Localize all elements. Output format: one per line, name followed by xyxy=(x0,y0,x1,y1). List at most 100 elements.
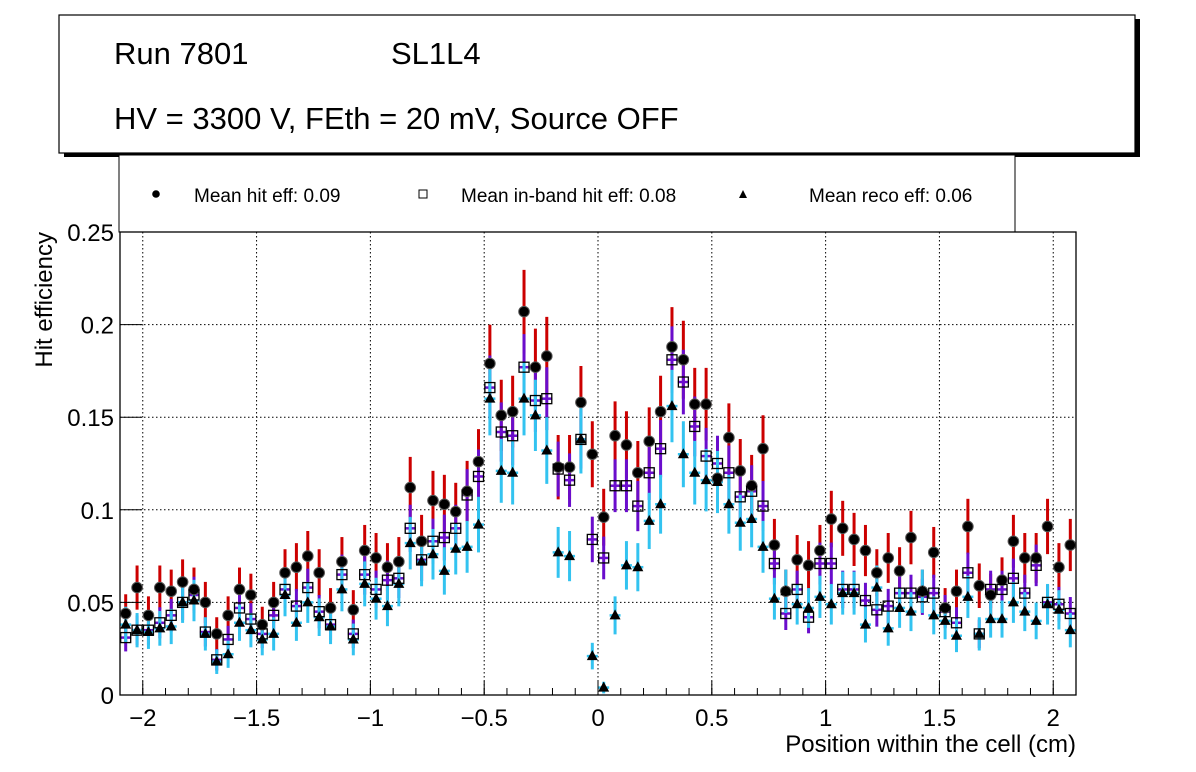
reco-point xyxy=(245,624,257,635)
inband-point xyxy=(165,609,177,622)
reco-point xyxy=(780,585,792,596)
x-tick-label: 0.5 xyxy=(695,705,728,732)
grid xyxy=(120,231,1076,695)
data-points xyxy=(119,269,1077,694)
hit-point xyxy=(654,405,667,418)
reco-point xyxy=(723,498,735,509)
hit-point xyxy=(836,522,849,535)
x-axis-label: Position within the cell (cm) xyxy=(785,731,1076,758)
inband-point xyxy=(461,489,473,501)
inband-point xyxy=(620,480,633,492)
hit-point xyxy=(381,561,394,574)
reco-point xyxy=(359,577,371,588)
reco-point xyxy=(939,614,951,625)
hit-point xyxy=(472,455,485,468)
inband-point xyxy=(654,443,667,455)
inband-point xyxy=(984,583,997,596)
inband-point xyxy=(586,533,598,546)
hit-point xyxy=(393,555,405,568)
hit-point xyxy=(358,544,371,557)
hit-point xyxy=(723,431,735,444)
reco-point xyxy=(655,498,667,509)
title-conditions: HV = 3300 V, FEth = 20 mV, Source OFF xyxy=(114,101,679,136)
inband-point xyxy=(120,631,132,644)
inband-point xyxy=(871,604,883,616)
hit-point xyxy=(996,574,1008,586)
inband-point xyxy=(609,480,621,492)
reco-point xyxy=(962,590,974,601)
hit-point xyxy=(313,566,325,579)
inband-point xyxy=(632,500,644,512)
reco-point xyxy=(734,516,746,527)
hit-point xyxy=(632,466,644,479)
inband-point xyxy=(552,463,564,475)
title-layer: SL1L4 xyxy=(391,36,481,71)
hit-point xyxy=(119,607,132,620)
reco-point xyxy=(188,594,200,605)
inband-point xyxy=(677,376,690,388)
reco-point xyxy=(825,598,837,609)
hit-point xyxy=(336,555,348,568)
x-tick-label: 1 xyxy=(819,705,832,732)
reco-point xyxy=(473,518,484,529)
reco-point xyxy=(1007,596,1019,607)
hit-point xyxy=(768,539,781,551)
reco-point xyxy=(768,592,780,603)
hit-point xyxy=(267,596,280,609)
hit-point xyxy=(495,409,508,422)
inband-point xyxy=(689,420,701,433)
inband-point xyxy=(1019,587,1031,599)
hit-point xyxy=(882,552,895,564)
legend-label-hit: Mean hit eff: 0.09 xyxy=(194,186,340,207)
hit-point xyxy=(324,602,337,614)
legend-marker-reco xyxy=(739,190,747,198)
hit-point xyxy=(620,439,633,451)
hit-point xyxy=(233,583,246,596)
inband-point xyxy=(700,450,712,462)
hit-point xyxy=(859,544,872,557)
hit-point xyxy=(529,361,542,373)
hit-point xyxy=(131,581,143,594)
reco-point xyxy=(154,622,166,633)
title-box: Run 7801 SL1L4 HV = 3300 V, FEth = 20 mV… xyxy=(58,14,1140,157)
hit-point xyxy=(461,485,473,498)
inband-point xyxy=(791,583,803,596)
reco-point xyxy=(791,598,803,609)
x-tick-label: −0.5 xyxy=(460,705,507,732)
hit-point xyxy=(518,305,530,318)
legend-marker-inband xyxy=(418,189,428,199)
inband-point xyxy=(768,557,781,570)
reco-point xyxy=(620,559,632,570)
hit-point xyxy=(757,442,769,455)
inband-point xyxy=(484,381,496,394)
reco-point xyxy=(996,613,1008,624)
reco-point xyxy=(393,577,405,588)
y-axis-label: Hit efficiency xyxy=(31,232,58,368)
reco-point xyxy=(859,618,871,629)
reco-point xyxy=(552,546,564,557)
reco-point xyxy=(347,633,359,644)
legend-label-reco: Mean reco eff: 0.06 xyxy=(809,186,972,207)
hit-point xyxy=(1018,552,1031,564)
hit-point xyxy=(165,585,178,598)
reco-point xyxy=(142,626,154,637)
inband-point xyxy=(666,354,678,366)
reco-point xyxy=(507,466,519,477)
reco-point xyxy=(120,618,132,629)
hit-point xyxy=(1064,539,1077,551)
hit-point xyxy=(563,461,576,474)
inband-point xyxy=(1064,607,1076,620)
reco-point xyxy=(336,583,348,594)
reco-point xyxy=(905,605,917,616)
x-tick-label: −1.5 xyxy=(233,705,280,732)
inband-point xyxy=(1007,572,1020,584)
hit-point xyxy=(370,552,382,564)
inband-point xyxy=(723,467,735,479)
reco-point xyxy=(643,514,655,525)
reco-point xyxy=(450,542,462,553)
reco-point xyxy=(404,537,416,548)
inband-point xyxy=(472,470,485,483)
reco-point xyxy=(211,655,223,666)
inband-point xyxy=(734,491,746,503)
